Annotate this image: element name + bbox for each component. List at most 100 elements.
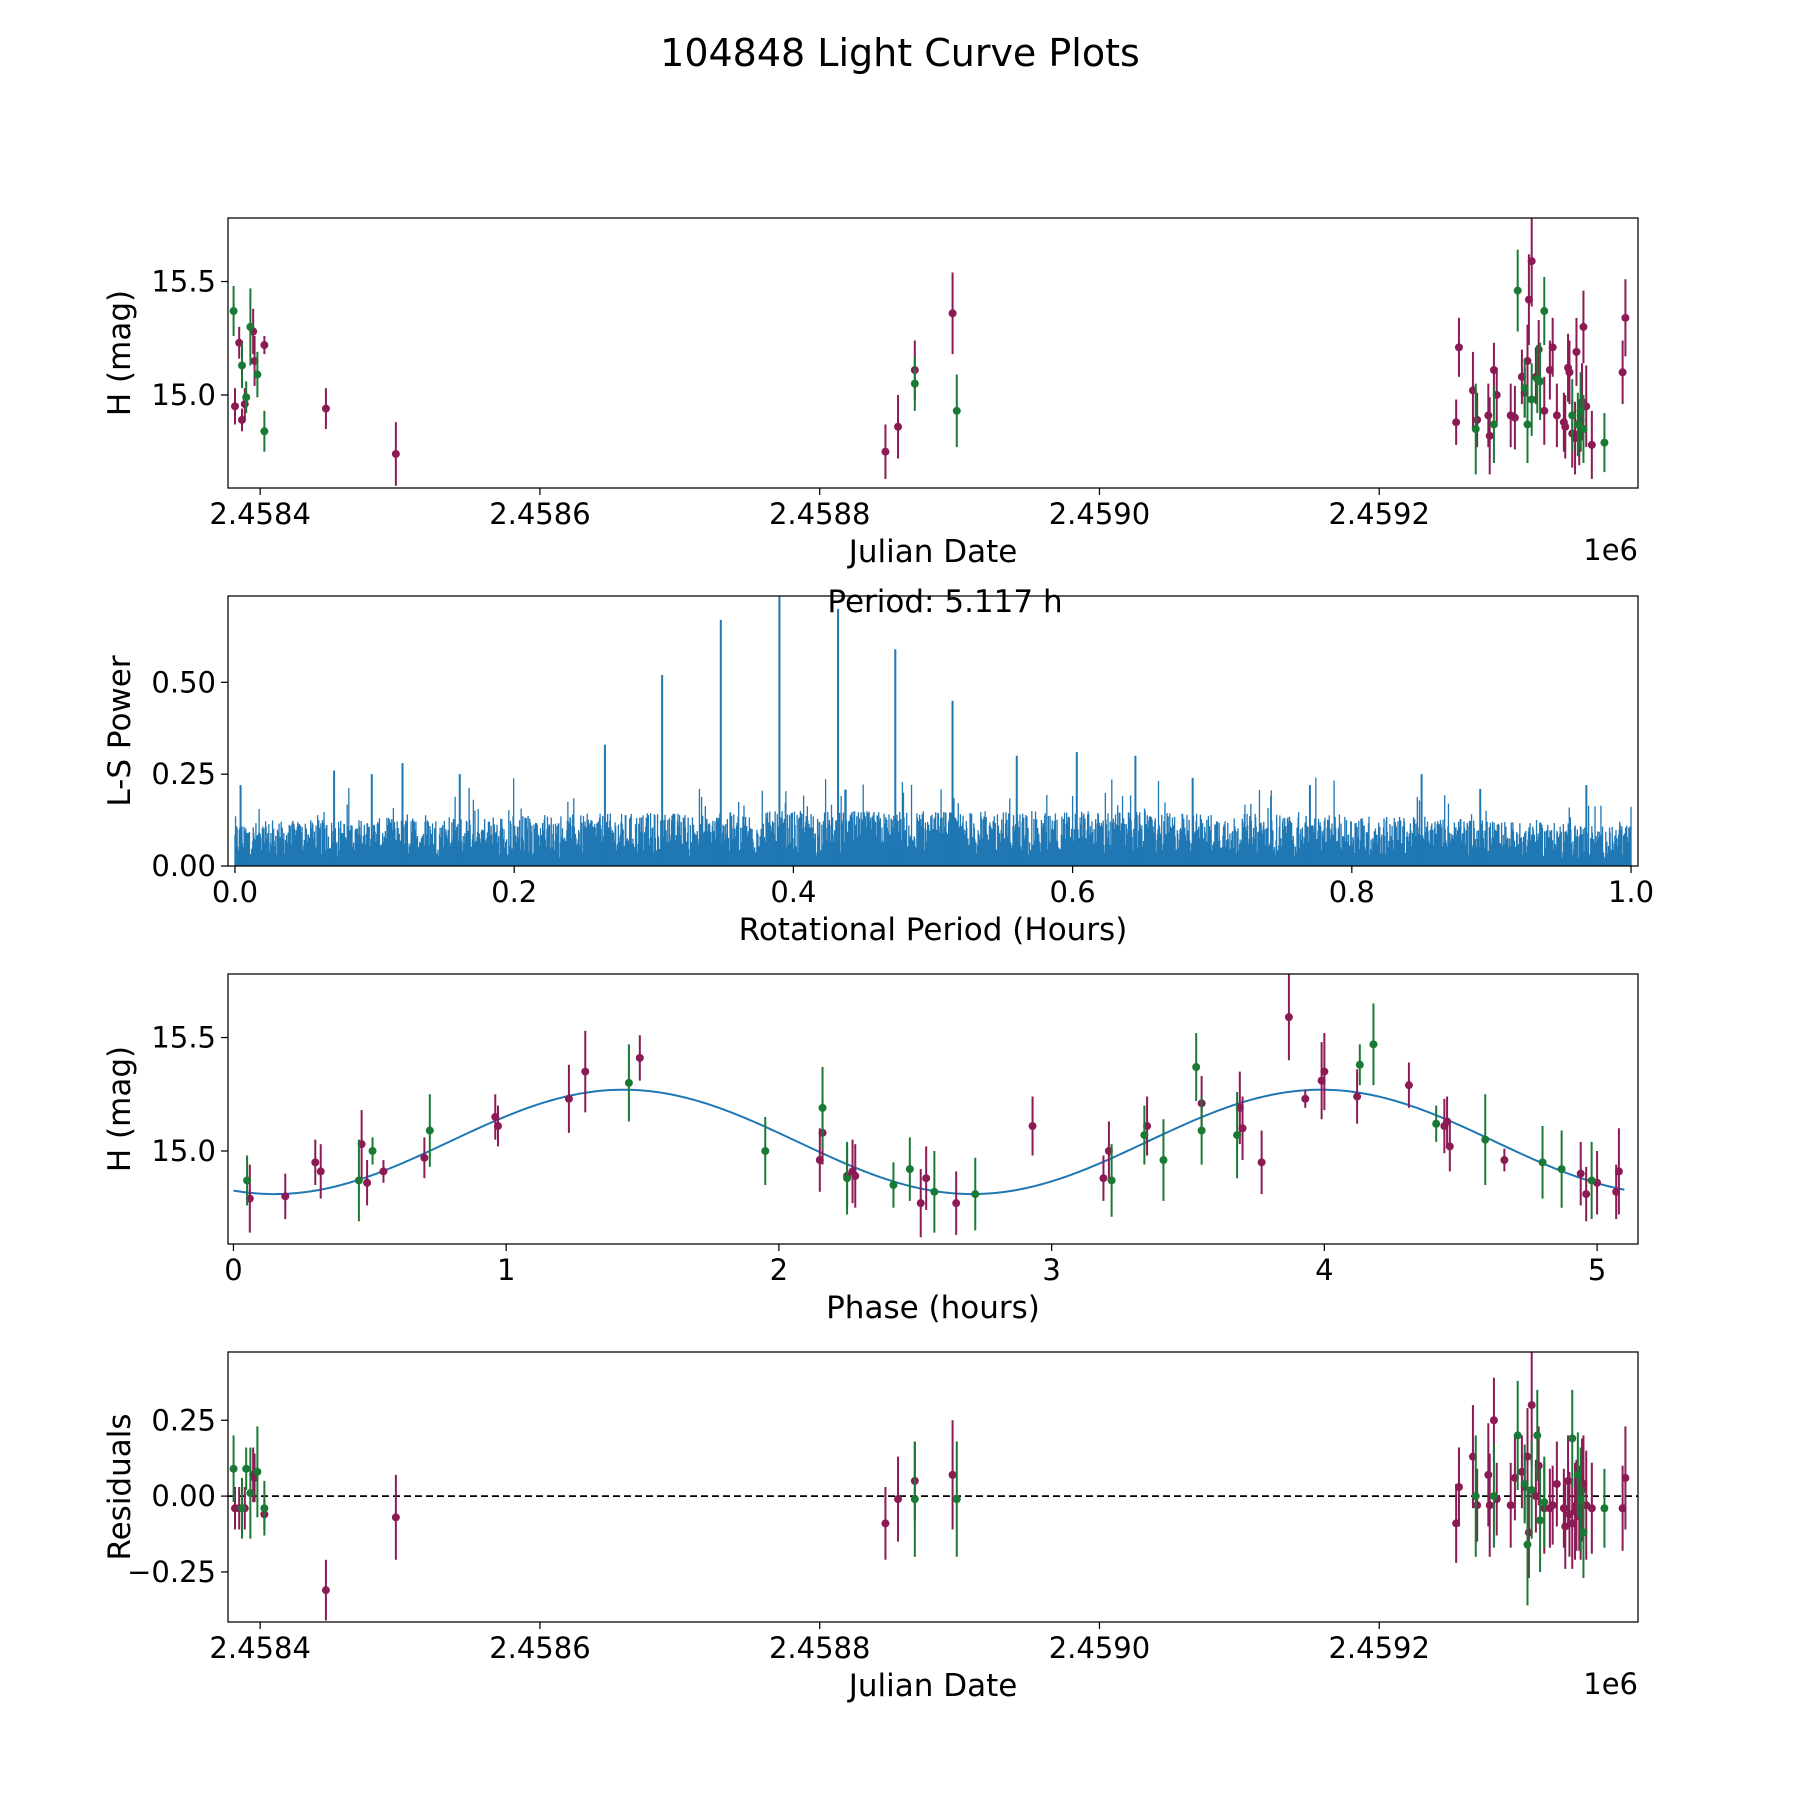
- phased-data-point: [761, 1146, 770, 1155]
- phased-x-axis-label: Phase (hours): [826, 1290, 1040, 1326]
- lightcurve-data-point: [1473, 415, 1482, 424]
- phased-data-point: [818, 1103, 827, 1112]
- phased-data-point: [1192, 1063, 1201, 1072]
- lightcurve-y-axis-label: H (mag): [102, 290, 138, 416]
- phased-axes: 0 1 2 3 4 5 15.0 15.5 Phase (hours) H (mag): [102, 1021, 1606, 1326]
- lightcurve-data-point: [260, 427, 269, 436]
- residuals-data-point: [1485, 1501, 1494, 1510]
- periodogram-y-tick-label: 0.00: [151, 849, 216, 883]
- phased-data-point: [1028, 1122, 1037, 1131]
- lightcurve-data-point: [1572, 347, 1581, 356]
- residuals-data-point: [1489, 1492, 1498, 1501]
- lightcurve-data-point: [1561, 422, 1570, 431]
- lightcurve-data-point: [1618, 368, 1627, 377]
- phased-data-point: [851, 1171, 860, 1180]
- phased-data-point: [243, 1176, 252, 1185]
- phased-data-point: [1353, 1092, 1362, 1101]
- residuals-data-point: [1579, 1528, 1588, 1537]
- residuals-data-point: [1506, 1501, 1515, 1510]
- phased-data-point: [494, 1122, 502, 1131]
- phased-data-point: [1159, 1156, 1168, 1165]
- lightcurve-data-point: [1527, 395, 1536, 404]
- residuals-data-point: [1621, 1473, 1630, 1482]
- lightcurve-data-point: [881, 447, 890, 456]
- phased-y-tick-label: 15.5: [151, 1021, 216, 1055]
- residuals-y-tick-label: 0.25: [151, 1403, 216, 1437]
- residuals-x-tick-label: 2.4584: [209, 1631, 310, 1665]
- lightcurve-axes-frame: [227, 217, 1639, 489]
- lightcurve-x-tick-label: 2.4588: [769, 497, 870, 531]
- phased-data-point: [425, 1126, 434, 1135]
- periodogram-noise-series: [234, 777, 1632, 866]
- lightcurve-x-tick-label: 2.4584: [209, 497, 310, 531]
- phased-data-point: [1582, 1190, 1591, 1199]
- lightcurve-data-point: [1600, 438, 1609, 447]
- phased-data-point: [843, 1174, 852, 1183]
- periodogram-x-tick-label: 0.6: [1050, 875, 1096, 909]
- periodogram-axes: 0.0 0.2 0.4 0.6 0.8 1.0 0.00 0.25 0.50 Rotational…: [102, 655, 1654, 948]
- lightcurve-data-point: [230, 402, 239, 411]
- period-annotation: Period: 5.117 h: [827, 584, 1062, 620]
- phased-data-point: [1576, 1169, 1585, 1178]
- periodogram-x-tick-label: 0.4: [770, 875, 816, 909]
- lightcurve-data-point: [910, 379, 919, 388]
- residuals-data-point: [1600, 1504, 1609, 1513]
- lightcurve-data-point: [1513, 286, 1522, 295]
- phased-axes-frame: [227, 973, 1639, 1245]
- periodogram-x-tick-label: 0.0: [212, 875, 258, 909]
- phased-data-point: [1404, 1081, 1413, 1090]
- residuals-data-point: [321, 1586, 330, 1595]
- lightcurve-data-point: [253, 370, 262, 379]
- lightcurve-y-tick-label: 15.0: [151, 378, 216, 412]
- residuals-data-point: [1527, 1401, 1536, 1410]
- phased-data-point: [952, 1199, 961, 1208]
- phased-data-point: [1587, 1176, 1596, 1185]
- residuals-data-point: [1548, 1501, 1557, 1510]
- phased-data-point: [922, 1174, 931, 1183]
- residuals-data-point: [1484, 1470, 1493, 1479]
- residuals-axes-frame: [227, 1351, 1639, 1623]
- residuals-data-point: [1568, 1434, 1577, 1443]
- lightcurve-data-point: [1534, 345, 1543, 354]
- phased-data-point: [635, 1053, 644, 1062]
- residuals-y-tick-label: 0.00: [151, 1479, 216, 1513]
- residuals-y-axis-label: Residuals: [102, 1413, 138, 1560]
- phased-data-point: [311, 1158, 320, 1167]
- residuals-x-tick-label: 2.4586: [489, 1631, 590, 1665]
- residuals-data-point: [948, 1470, 957, 1479]
- lightcurve-data-point: [1536, 377, 1545, 386]
- phased-x-tick-label: 3: [1042, 1253, 1060, 1287]
- phased-points: [243, 974, 1623, 1238]
- residuals-x-offset-label: 1e6: [1583, 1667, 1638, 1701]
- residuals-data-point: [1527, 1486, 1536, 1495]
- phased-data-point: [1233, 1131, 1242, 1140]
- residuals-data-point: [881, 1519, 890, 1528]
- lightcurve-data-point: [1510, 413, 1519, 422]
- lightcurve-data-point: [242, 393, 251, 402]
- lightcurve-data-point: [229, 307, 238, 316]
- phased-data-point: [363, 1178, 372, 1187]
- phased-y-tick-label: 15.0: [151, 1134, 216, 1168]
- lightcurve-x-axis-label: Julian Date: [847, 534, 1018, 570]
- phased-data-point: [1238, 1124, 1247, 1133]
- periodogram-y-tick-label: 0.50: [151, 665, 216, 699]
- residuals-data-point: [260, 1504, 269, 1513]
- lightcurve-data-point: [1452, 418, 1461, 427]
- residuals-data-point: [1534, 1461, 1543, 1470]
- phased-data-point: [420, 1153, 429, 1162]
- lightcurve-data-point: [1485, 431, 1494, 440]
- lightcurve-data-point: [1579, 425, 1588, 434]
- periodogram-y-tick-label: 0.25: [151, 757, 216, 791]
- periodogram-noise-line: [234, 777, 1632, 866]
- phased-data-point: [281, 1192, 290, 1201]
- lightcurve-x-tick-label: 2.4590: [1049, 497, 1150, 531]
- phased-data-point: [581, 1067, 590, 1076]
- periodogram-y-axis-label: L-S Power: [102, 655, 138, 806]
- lightcurve-data-point: [1454, 343, 1463, 352]
- lightcurve-data-point: [1489, 420, 1498, 429]
- lightcurve-data-point: [1523, 420, 1532, 429]
- phased-data-point: [1432, 1119, 1441, 1128]
- lightcurve-data-point: [1565, 368, 1574, 377]
- phased-data-point: [1500, 1156, 1509, 1165]
- lightcurve-data-point: [240, 400, 249, 409]
